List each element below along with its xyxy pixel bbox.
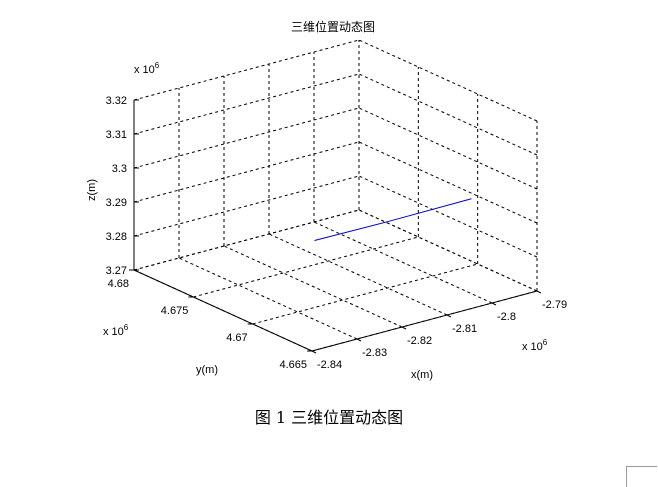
grid-line-back-z	[133, 73, 360, 135]
x-tick-mark	[356, 338, 362, 342]
grid-line-side-z	[358, 39, 538, 122]
z-exponent-label: x 106	[134, 61, 160, 76]
x-tick-label: -2.83	[362, 347, 387, 359]
y-tick-label: 4.675	[161, 305, 189, 317]
grid-line-back-z	[133, 39, 360, 101]
axis-lines	[129, 99, 542, 354]
x-tick-mark	[446, 314, 452, 318]
z-tick-label: 3.3	[112, 163, 127, 175]
figure-caption: 图 1 三维位置动态图	[254, 408, 404, 427]
grid-line-side-z	[358, 73, 538, 156]
tick-labels: -2.84 -2.83 -2.82 -2.81 -2.8 -2.79 4.665 4.67 4.…	[106, 95, 568, 371]
grid-line-floor-x	[313, 221, 493, 304]
grid-line-floor-x	[268, 233, 448, 316]
grid-line-back-z	[133, 141, 360, 203]
grid-line-floor-y	[193, 236, 419, 298]
y-tick-label: 4.665	[279, 359, 307, 371]
z-tick-label: 3.27	[106, 265, 127, 277]
grid-line-floor-y	[252, 263, 478, 325]
x-tick-label: -2.82	[407, 335, 432, 347]
x-exponent-label: x 106	[522, 338, 548, 353]
chart-figure: 三维位置动态图 -2.84 -2.83 -2.82 -2.81 -2.8 -2.79 4.6…	[86, 19, 568, 381]
x-tick-label: -2.8	[497, 311, 516, 323]
x-tick-mark	[311, 350, 317, 354]
x-tick-mark	[491, 302, 497, 306]
y-axis-line	[133, 269, 313, 352]
x-tick-label: -2.81	[452, 323, 477, 335]
x-tick-mark	[401, 326, 407, 330]
x-axis-line	[311, 290, 538, 352]
grid-line-back-z	[133, 175, 360, 237]
z-axis-label: z(m)	[86, 179, 98, 201]
x-axis-label: x(m)	[411, 369, 433, 381]
z-tick-label: 3.32	[106, 95, 127, 107]
grid-lines	[133, 39, 538, 352]
plot-title: 三维位置动态图	[291, 19, 375, 34]
grid-line-side-z	[358, 141, 538, 224]
grid-line-side-z	[358, 209, 538, 292]
y-axis-label: y(m)	[196, 364, 218, 376]
z-tick-label: 3.31	[106, 129, 127, 141]
y-exponent-label: x 106	[103, 323, 129, 338]
grid-line-side-z	[358, 175, 538, 258]
grid-line-floor-x	[223, 245, 403, 328]
series-line	[314, 198, 472, 242]
grid-line-floor-x	[178, 257, 358, 340]
y-tick-label: 4.67	[226, 332, 247, 344]
grid-line-side-z	[358, 107, 538, 190]
z-tick-label: 3.28	[106, 231, 127, 243]
data-series	[314, 198, 472, 242]
x-tick-label: -2.84	[317, 359, 342, 371]
x-tick-mark	[536, 290, 542, 294]
grid-line-back-z	[133, 209, 360, 271]
grid-line-back-z	[133, 107, 360, 169]
page-corner-mark	[626, 466, 657, 487]
y-tick-label: 4.68	[108, 278, 129, 290]
x-tick-label: -2.79	[542, 299, 567, 311]
z-tick-label: 3.29	[106, 197, 127, 209]
